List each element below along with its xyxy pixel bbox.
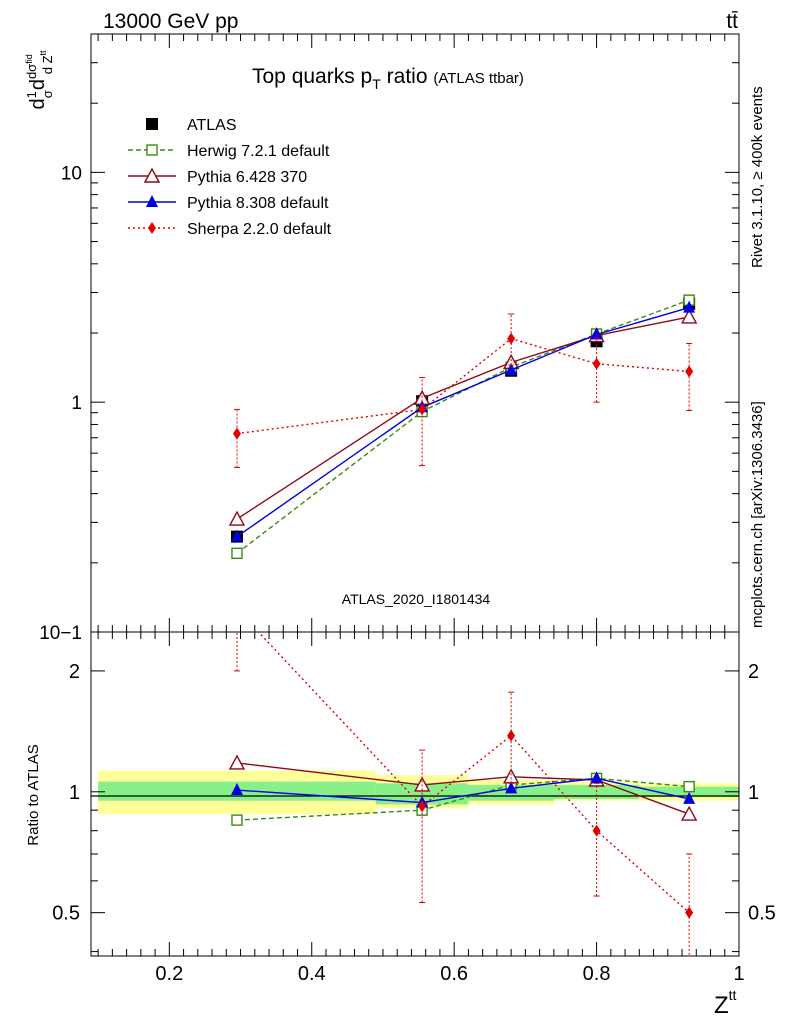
ratio-data-point xyxy=(231,814,243,826)
main-y-tick-labels: 10−1 1 10 xyxy=(39,163,82,644)
legend-marker xyxy=(146,118,158,130)
legend-entry: ATLAS xyxy=(146,117,237,134)
main-axis-ticks xyxy=(91,33,740,633)
main-title: Top quarks pT ratio (ATLAS ttbar) xyxy=(252,65,524,92)
legend-marker xyxy=(148,222,156,234)
ratio-series-line xyxy=(236,777,690,821)
x-tick-label: 0.2 xyxy=(155,963,183,985)
ratio-y-tick-label: 1 xyxy=(69,782,80,804)
ratio-frame xyxy=(90,631,740,957)
ratio-data-point xyxy=(683,791,696,804)
main-y-tick-label: 10 xyxy=(61,163,82,184)
main-data-point xyxy=(230,529,243,542)
legend-entry: Herwig 7.2.1 default xyxy=(128,143,330,160)
ratio-series-1 xyxy=(228,754,698,821)
main-series-group xyxy=(228,294,698,560)
ratio-data-point xyxy=(228,754,246,770)
ratio-data-point xyxy=(230,783,243,796)
ratio-series-group xyxy=(228,603,698,956)
main-data-point xyxy=(683,300,696,313)
main-y-axis-label: d1σddσfid d Ztt xyxy=(24,50,55,110)
main-y-tick-label: 1 xyxy=(71,393,82,414)
legend-marker xyxy=(146,195,158,207)
main-series-0 xyxy=(230,297,696,543)
x-tick-labels: 0.2 0.4 0.6 0.8 1 xyxy=(155,963,744,985)
main-data-point xyxy=(505,363,518,376)
main-series-line xyxy=(236,337,690,435)
ratio-y-tick-label-right: 2 xyxy=(748,661,759,683)
ratio-y-tick-label: 0.5 xyxy=(52,903,80,925)
rivet-label: Rivet 3.1.10, ≥ 400k events xyxy=(749,86,766,268)
main-data-point xyxy=(231,547,243,560)
legend-label: Herwig 7.2.1 default xyxy=(187,143,330,160)
analysis-id-label: ATLAS_2020_I1801434 xyxy=(342,591,491,607)
ratio-series-2 xyxy=(230,771,696,808)
legend-marker xyxy=(146,144,158,156)
legend-entry: Pythia 6.428 370 xyxy=(128,167,307,186)
x-tick-label: 1 xyxy=(733,963,744,985)
main-y-tick-label: 10−1 xyxy=(39,623,82,644)
ratio-data-point xyxy=(505,781,518,794)
main-data-point xyxy=(228,510,246,526)
main-data-point xyxy=(592,357,601,370)
main-data-point xyxy=(590,327,603,340)
site-label: mcplots.cern.ch [arXiv:1306.3436] xyxy=(749,401,766,628)
main-series-4 xyxy=(232,313,694,468)
legend-label: Sherpa 2.2.0 default xyxy=(187,221,332,238)
legend: ATLAS Herwig 7.2.1 default Pythia 6.428 37… xyxy=(128,117,332,238)
legend-label: ATLAS xyxy=(187,117,237,134)
ratio-y-tick-label-right: 1 xyxy=(748,782,759,804)
ratio-y-axis-label: Ratio to ATLAS xyxy=(25,744,42,845)
ratio-data-point xyxy=(413,776,431,792)
ratio-data-point xyxy=(685,906,694,919)
ratio-data-point xyxy=(680,805,698,821)
main-series-line xyxy=(236,299,690,554)
legend-entry: Sherpa 2.2.0 default xyxy=(128,221,332,238)
ratio-data-point xyxy=(592,824,601,837)
ratio-y-tick-label: 2 xyxy=(69,661,80,683)
legend-entry: Pythia 8.308 default xyxy=(128,195,329,212)
energy-label: 13000 GeV pp xyxy=(103,10,238,33)
x-tick-label: 0.8 xyxy=(583,963,611,985)
main-series-line xyxy=(236,306,690,538)
ratio-axis-ticks xyxy=(91,632,740,956)
main-data-point xyxy=(232,427,241,440)
ratio-data-point xyxy=(590,771,603,784)
x-tick-label: 0.4 xyxy=(298,963,326,985)
ratio-y-tick-labels: 0.5 0.5 1 1 2 2 xyxy=(52,661,776,925)
ratio-series-line xyxy=(257,632,690,914)
ratio-data-point xyxy=(683,780,695,793)
ratio-data-point xyxy=(418,800,427,813)
main-data-point xyxy=(507,332,516,345)
x-tick-label: 0.6 xyxy=(440,963,468,985)
ratio-data-point xyxy=(507,729,516,742)
legend-marker xyxy=(143,167,161,183)
process-label: tt̄ xyxy=(726,10,738,33)
main-series-1 xyxy=(231,294,695,560)
main-series-3 xyxy=(230,300,696,542)
ratio-series-3 xyxy=(233,603,694,956)
x-axis-label: Ztt xyxy=(714,987,737,1019)
legend-label: Pythia 8.308 default xyxy=(187,195,329,212)
main-data-point xyxy=(685,365,694,378)
main-data-point xyxy=(418,403,427,416)
legend-label: Pythia 6.428 370 xyxy=(187,169,307,186)
ratio-data-point xyxy=(233,603,241,615)
ratio-y-tick-label-right: 0.5 xyxy=(748,903,776,925)
main-data-point xyxy=(680,308,698,324)
